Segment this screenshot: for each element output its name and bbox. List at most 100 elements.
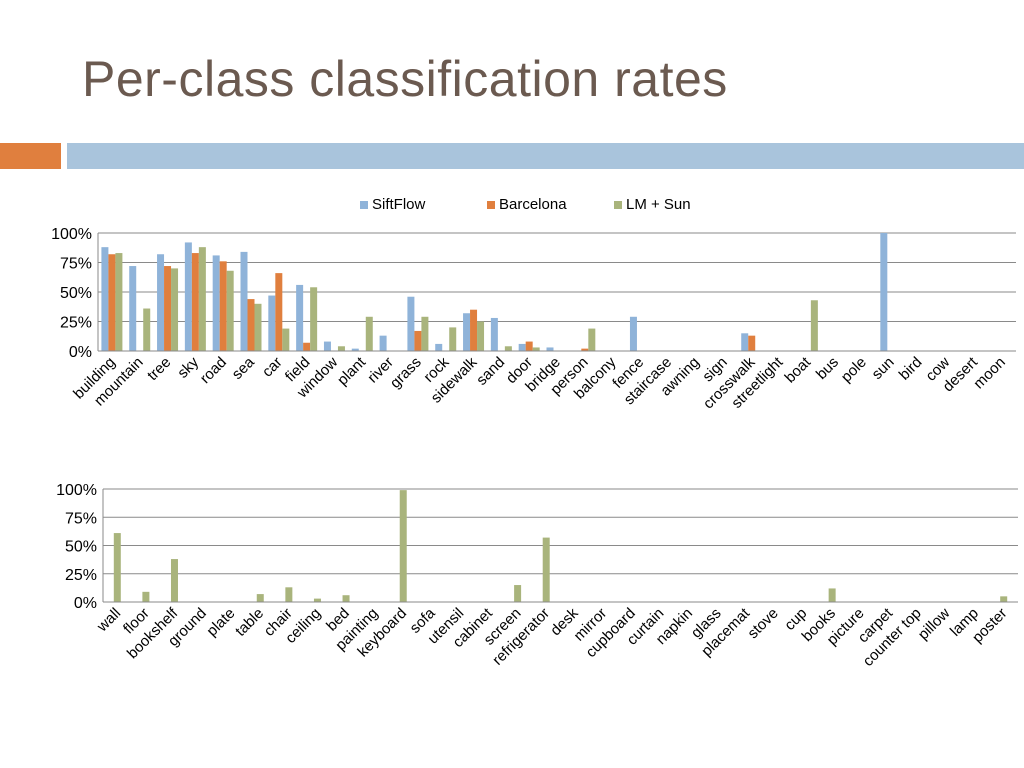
bar-rock-siftflow bbox=[435, 343, 443, 351]
y-tick-label-0: 0% bbox=[74, 595, 97, 612]
x-tick-label-boat: boat bbox=[782, 353, 815, 386]
bar-building-barcelona bbox=[108, 254, 116, 351]
title-accent-bar-blue bbox=[67, 143, 1024, 169]
bar-chair bbox=[285, 587, 293, 602]
bar-building-siftflow bbox=[101, 247, 109, 351]
x-tick-label-sun: sun bbox=[869, 354, 898, 383]
bar-sidewalk-lm-sun bbox=[477, 321, 485, 351]
bar-table bbox=[256, 594, 264, 602]
legend-label-siftflow: SiftFlow bbox=[372, 196, 426, 213]
bar-tree-lm-sun bbox=[171, 268, 179, 351]
bar-wall bbox=[113, 533, 121, 602]
page-title: Per-class classification rates bbox=[82, 51, 728, 107]
bar-boat-lm-sun bbox=[810, 300, 818, 351]
legend-swatch-siftflow bbox=[360, 201, 368, 209]
bar-bookshelf bbox=[170, 559, 178, 602]
bar-mountain-siftflow bbox=[129, 266, 137, 351]
bar-bridge-siftflow bbox=[546, 347, 554, 351]
bar-sky-barcelona bbox=[191, 253, 199, 351]
y-tick-label-0: 0% bbox=[69, 344, 92, 361]
bar-grass-lm-sun bbox=[421, 316, 429, 351]
x-tick-label-tree: tree bbox=[144, 354, 174, 384]
bar-grass-barcelona bbox=[414, 330, 422, 351]
bar-ceiling bbox=[313, 598, 321, 602]
bar-road-barcelona bbox=[219, 261, 227, 351]
x-tick-label-stove: stove bbox=[744, 605, 781, 642]
bar-car-lm-sun bbox=[282, 328, 290, 351]
bar-poster bbox=[1000, 596, 1008, 602]
x-tick-label-plate: plate bbox=[203, 605, 238, 640]
bar-books bbox=[828, 588, 836, 602]
bar-window-lm-sun bbox=[337, 346, 345, 351]
bar-person-barcelona bbox=[581, 348, 589, 351]
bar-crosswalk-barcelona bbox=[748, 335, 756, 351]
legend-swatch-barcelona bbox=[487, 201, 495, 209]
y-tick-label-100: 100% bbox=[56, 482, 97, 499]
bar-refrigerator bbox=[542, 537, 550, 602]
bar-window-siftflow bbox=[323, 341, 331, 351]
bar-bed bbox=[342, 595, 350, 602]
bar-car-barcelona bbox=[275, 273, 283, 351]
bar-river-siftflow bbox=[379, 335, 387, 351]
y-tick-label-50: 50% bbox=[60, 285, 92, 302]
x-tick-label-table: table bbox=[232, 605, 267, 640]
bar-sand-lm-sun bbox=[504, 346, 512, 351]
y-tick-label-100: 100% bbox=[51, 226, 92, 243]
bar-sidewalk-siftflow bbox=[463, 313, 471, 351]
bar-fence-siftflow bbox=[629, 316, 637, 351]
bar-floor bbox=[142, 591, 150, 602]
x-tick-label-grass: grass bbox=[387, 354, 425, 392]
x-tick-label-sea: sea bbox=[229, 353, 259, 383]
bar-field-siftflow bbox=[296, 284, 304, 351]
y-tick-label-75: 75% bbox=[65, 510, 97, 527]
x-tick-label-road: road bbox=[197, 354, 230, 387]
x-tick-label-bird: bird bbox=[896, 354, 926, 384]
bar-road-lm-sun bbox=[226, 270, 234, 351]
x-tick-label-bus: bus bbox=[813, 354, 842, 383]
x-tick-label-wall: wall bbox=[93, 605, 124, 636]
y-tick-label-25: 25% bbox=[65, 567, 97, 584]
bar-sidewalk-barcelona bbox=[470, 309, 478, 351]
bar-door-siftflow bbox=[518, 343, 526, 351]
bar-mountain-lm-sun bbox=[143, 308, 151, 351]
x-tick-label-plant: plant bbox=[334, 353, 370, 389]
bottom-bar-chart: 0%25%50%75%100%wallfloorbookshelfgroundp… bbox=[56, 482, 1018, 670]
y-tick-label-75: 75% bbox=[60, 256, 92, 273]
bar-screen bbox=[514, 585, 522, 602]
x-tick-label-car: car bbox=[259, 354, 286, 381]
y-tick-label-50: 50% bbox=[65, 539, 97, 556]
bar-sand-siftflow bbox=[490, 317, 498, 351]
x-tick-label-pole: pole bbox=[838, 354, 870, 386]
y-tick-label-25: 25% bbox=[60, 315, 92, 332]
x-tick-label-moon: moon bbox=[970, 354, 1009, 393]
title-accent-bar-orange bbox=[0, 143, 61, 169]
bar-road-siftflow bbox=[212, 255, 220, 351]
bar-field-lm-sun bbox=[310, 287, 318, 351]
bar-sea-barcelona bbox=[247, 299, 255, 351]
bar-grass-siftflow bbox=[407, 296, 415, 351]
bar-tree-siftflow bbox=[157, 254, 165, 351]
bar-door-barcelona bbox=[525, 341, 533, 351]
bar-car-siftflow bbox=[268, 295, 276, 351]
x-tick-label-pillow: pillow bbox=[915, 605, 954, 644]
legend-swatch-lm-sun bbox=[614, 201, 622, 209]
bar-sun-siftflow bbox=[880, 233, 888, 351]
bar-door-lm-sun bbox=[532, 347, 540, 351]
legend-label-barcelona: Barcelona bbox=[499, 196, 567, 213]
bar-tree-barcelona bbox=[164, 266, 172, 351]
bar-plant-lm-sun bbox=[365, 316, 373, 351]
bar-person-lm-sun bbox=[588, 328, 596, 351]
x-tick-label-sand: sand bbox=[473, 354, 508, 389]
bar-field-barcelona bbox=[303, 342, 311, 351]
bar-sea-lm-sun bbox=[254, 303, 262, 351]
bar-sea-siftflow bbox=[240, 251, 248, 351]
bar-sky-siftflow bbox=[184, 242, 192, 351]
bar-building-lm-sun bbox=[115, 253, 123, 351]
legend-label-lm-sun: LM + Sun bbox=[626, 196, 691, 213]
bar-keyboard bbox=[399, 490, 407, 602]
bar-plant-siftflow bbox=[351, 348, 359, 351]
bar-sky-lm-sun bbox=[198, 247, 206, 351]
bar-crosswalk-siftflow bbox=[741, 333, 749, 351]
bar-rock-lm-sun bbox=[449, 327, 457, 351]
